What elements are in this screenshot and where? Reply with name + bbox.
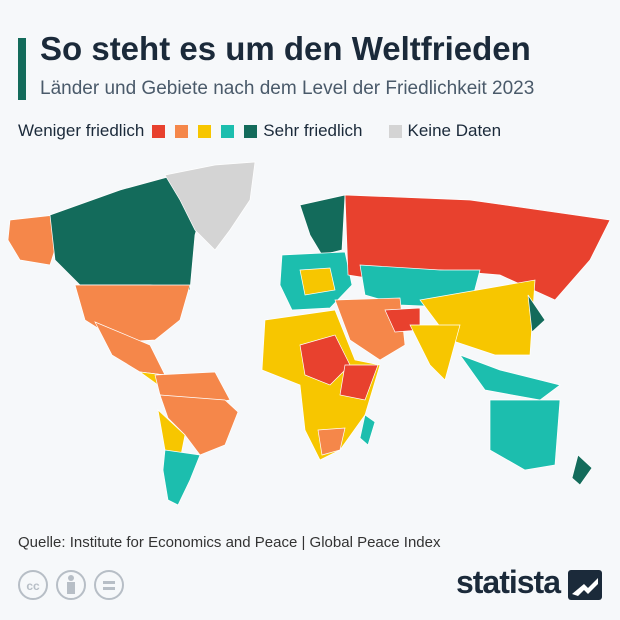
license-icons: cc (18, 570, 124, 600)
brand: statista (455, 564, 561, 600)
legend-swatch (198, 124, 212, 138)
country-region (339, 364, 379, 401)
svg-text:cc: cc (26, 579, 40, 593)
country-region (317, 427, 346, 456)
subtitle: Länder und Gebiete nach dem Level der Fr… (40, 78, 535, 99)
legend-swatches (148, 124, 263, 138)
accent-bar (18, 38, 26, 100)
country-region (162, 449, 201, 506)
legend-swatch-no-data (388, 124, 402, 138)
title: So steht es um den Weltfrieden (40, 30, 531, 67)
legend-swatch (152, 124, 166, 138)
country-region (409, 324, 461, 381)
country-region (459, 354, 561, 401)
country-region (49, 174, 206, 291)
source: Quelle: Institute for Economics and Peac… (18, 534, 441, 551)
legend-low-label: Weniger friedlich (18, 121, 145, 140)
legend-swatch (221, 124, 235, 138)
country-region (527, 294, 546, 333)
legend-high-label: Sehr friedlich (263, 121, 363, 140)
world-map (7, 161, 611, 506)
brand-logo (568, 570, 602, 600)
country-region (299, 334, 351, 386)
country-region (299, 267, 336, 296)
country-region (164, 161, 256, 251)
legend-swatch (175, 124, 189, 138)
legend-no-data-label: Keine Daten (407, 121, 502, 140)
legend-swatch (244, 124, 258, 138)
country-region (359, 414, 376, 446)
country-region (489, 399, 561, 471)
country-region (159, 394, 239, 456)
country-region (299, 194, 346, 256)
legend: Weniger friedlich Sehr friedlich Keine D… (18, 121, 501, 141)
country-region (74, 284, 191, 343)
country-region (571, 454, 593, 486)
